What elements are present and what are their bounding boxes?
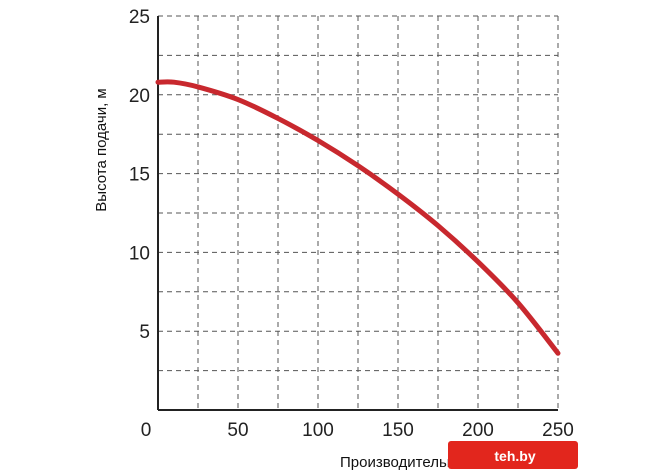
x-tick-label: 250 [542, 420, 574, 441]
x-tick-label: 50 [227, 420, 248, 441]
y-axis-title: Высота подачи, м [93, 88, 110, 211]
y-tick-label: 25 [129, 7, 150, 28]
y-tick-label: 5 [139, 322, 150, 343]
tick-labels: 0 50 100 150 200 250 5 10 15 20 25 [129, 7, 574, 441]
series-line [155, 79, 561, 356]
x-tick-label: 0 [141, 420, 152, 441]
series-layer [155, 79, 561, 356]
x-tick-label: 150 [382, 420, 414, 441]
y-tick-label: 15 [129, 165, 150, 186]
grid [158, 15, 559, 410]
x-tick-label: 100 [302, 420, 334, 441]
watermark-text: teh.by [494, 448, 535, 464]
watermark-logo: teh.by [448, 441, 578, 469]
y-tick-label: 20 [129, 86, 150, 107]
y-tick-label: 10 [129, 243, 150, 264]
x-tick-label: 200 [462, 420, 494, 441]
